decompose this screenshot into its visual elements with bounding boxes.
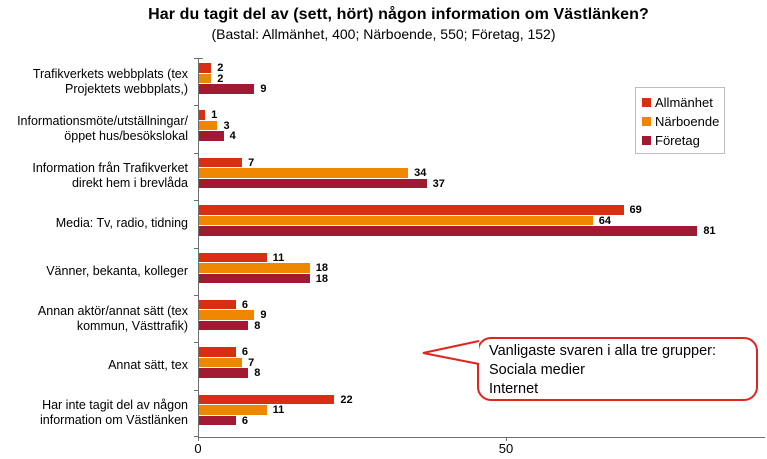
legend-item-foretag: Företag [642, 131, 718, 150]
y-axis-tick [194, 58, 203, 59]
bar-value-label: 6 [241, 298, 249, 311]
bar-allmänhet [199, 63, 212, 73]
y-axis-tick [194, 342, 198, 344]
legend: Allmänhet Närboende Företag [635, 87, 725, 154]
bar-företag [199, 368, 249, 378]
bar-value-label: 1 [211, 109, 218, 122]
bar-företag [199, 320, 249, 331]
legend-label-allmanhet: Allmänhet [655, 95, 713, 110]
y-axis-tick [194, 436, 198, 437]
x-axis-tick [198, 437, 199, 441]
annotation-pointer [422, 340, 480, 365]
annotation-line: Vanligaste svaren i alla tre grupper: [489, 343, 717, 359]
y-axis-tick [194, 389, 198, 391]
category-label: Information från Trafikverket direkt hem… [32, 161, 188, 191]
category-label: Annat sätt, tex [108, 358, 188, 373]
bar-närboende [199, 310, 255, 320]
bar-value-label: 9 [260, 309, 267, 322]
bar-value-label: 34 [414, 167, 427, 180]
bar-value-label: 22 [340, 393, 353, 406]
bar-value-label: 2 [217, 72, 224, 85]
bar-företag [199, 415, 236, 426]
y-axis-tick [194, 294, 198, 296]
category-label: Annan aktör/annat sätt (tex kommun, Väst… [37, 303, 188, 333]
x-axis-tick-label-50: 50 [498, 441, 514, 456]
bar-value-label: 4 [229, 130, 236, 143]
y-axis-tick [194, 152, 198, 154]
bar-value-label: 2 [217, 62, 224, 74]
bar-value-label: 69 [629, 204, 642, 217]
category-label: Informationsmöte/utställningar/ öppet hu… [17, 114, 188, 144]
category-label: Vänner, bekanta, kolleger [46, 263, 188, 278]
bar-value-label: 6 [241, 346, 249, 359]
bar-value-label: 81 [703, 225, 716, 238]
y-axis-tick [194, 247, 198, 249]
category-label: Har inte tagit del av någon information … [40, 398, 188, 428]
legend-swatch-allmanhet [642, 98, 651, 107]
annotation-bubble: Vanligaste svaren i alla tre grupper: So… [477, 337, 758, 401]
bar-value-label: 64 [598, 214, 611, 227]
bar-value-label: 7 [248, 356, 255, 369]
bar-allmänhet [199, 110, 206, 120]
category-label: Trafikverkets webbplats (tex Projektets … [32, 66, 188, 96]
bar-närboende [199, 120, 218, 131]
bar-närboende [199, 263, 310, 273]
legend-swatch-narboende [642, 117, 651, 126]
bar-allmänhet [199, 347, 236, 357]
chart-subtitle: (Bastal: Allmänhet, 400; Närboende, 550;… [211, 26, 556, 42]
bar-närboende [199, 168, 409, 178]
bar-närboende [199, 73, 212, 83]
legend-item-narboende: Närboende [642, 112, 720, 131]
category-label: Media: Tv, radio, tidning [55, 216, 188, 231]
bar-närboende [199, 215, 593, 226]
bar-företag [199, 273, 310, 283]
bar-allmänhet [199, 205, 624, 215]
bar-allmänhet [199, 394, 335, 405]
bar-value-label: 8 [254, 319, 261, 332]
bar-value-label: 11 [272, 251, 285, 264]
bar-value-label: 9 [260, 83, 267, 95]
legend-swatch-foretag [642, 136, 651, 145]
bar-value-label: 6 [241, 414, 249, 427]
x-axis-tick [505, 437, 507, 441]
bar-allmänhet [199, 299, 236, 310]
x-axis-tick-label-0: 0 [194, 441, 202, 456]
bar-företag [199, 131, 224, 141]
bar-value-label: 8 [254, 367, 261, 380]
bar-företag [199, 226, 698, 236]
y-axis-tick [194, 200, 198, 202]
bar-value-label: 18 [315, 262, 328, 274]
bar-företag [199, 84, 255, 94]
bar-value-label: 11 [272, 404, 285, 417]
bar-value-label: 7 [248, 156, 255, 169]
legend-label-narboende: Närboende [655, 114, 720, 129]
bar-value-label: 3 [223, 119, 230, 132]
bar-närboende [199, 405, 267, 415]
bar-value-label: 18 [315, 272, 328, 285]
annotation-line: Sociala medier [489, 362, 585, 378]
legend-item-allmanhet: Allmänhet [642, 93, 718, 112]
chart-title: Har du tagit del av (sett, hört) någon i… [148, 6, 649, 23]
y-axis-tick [194, 105, 198, 107]
bar-value-label: 37 [432, 177, 445, 190]
legend-label-foretag: Företag [655, 133, 700, 148]
plot-area: 2 2 9 1 3 4 7 34 37 69 64 81 11 18 18 6 9 8 6 7 8 22 11 6 [194, 58, 765, 441]
bar-allmänhet [199, 157, 243, 168]
category-labels: Trafikverkets webbplats (tex Projektets … [0, 58, 193, 437]
bar-företag [199, 178, 427, 189]
bar-allmänhet [199, 252, 267, 262]
annotation-line: Internet [489, 381, 539, 397]
bar-närboende [199, 357, 243, 368]
